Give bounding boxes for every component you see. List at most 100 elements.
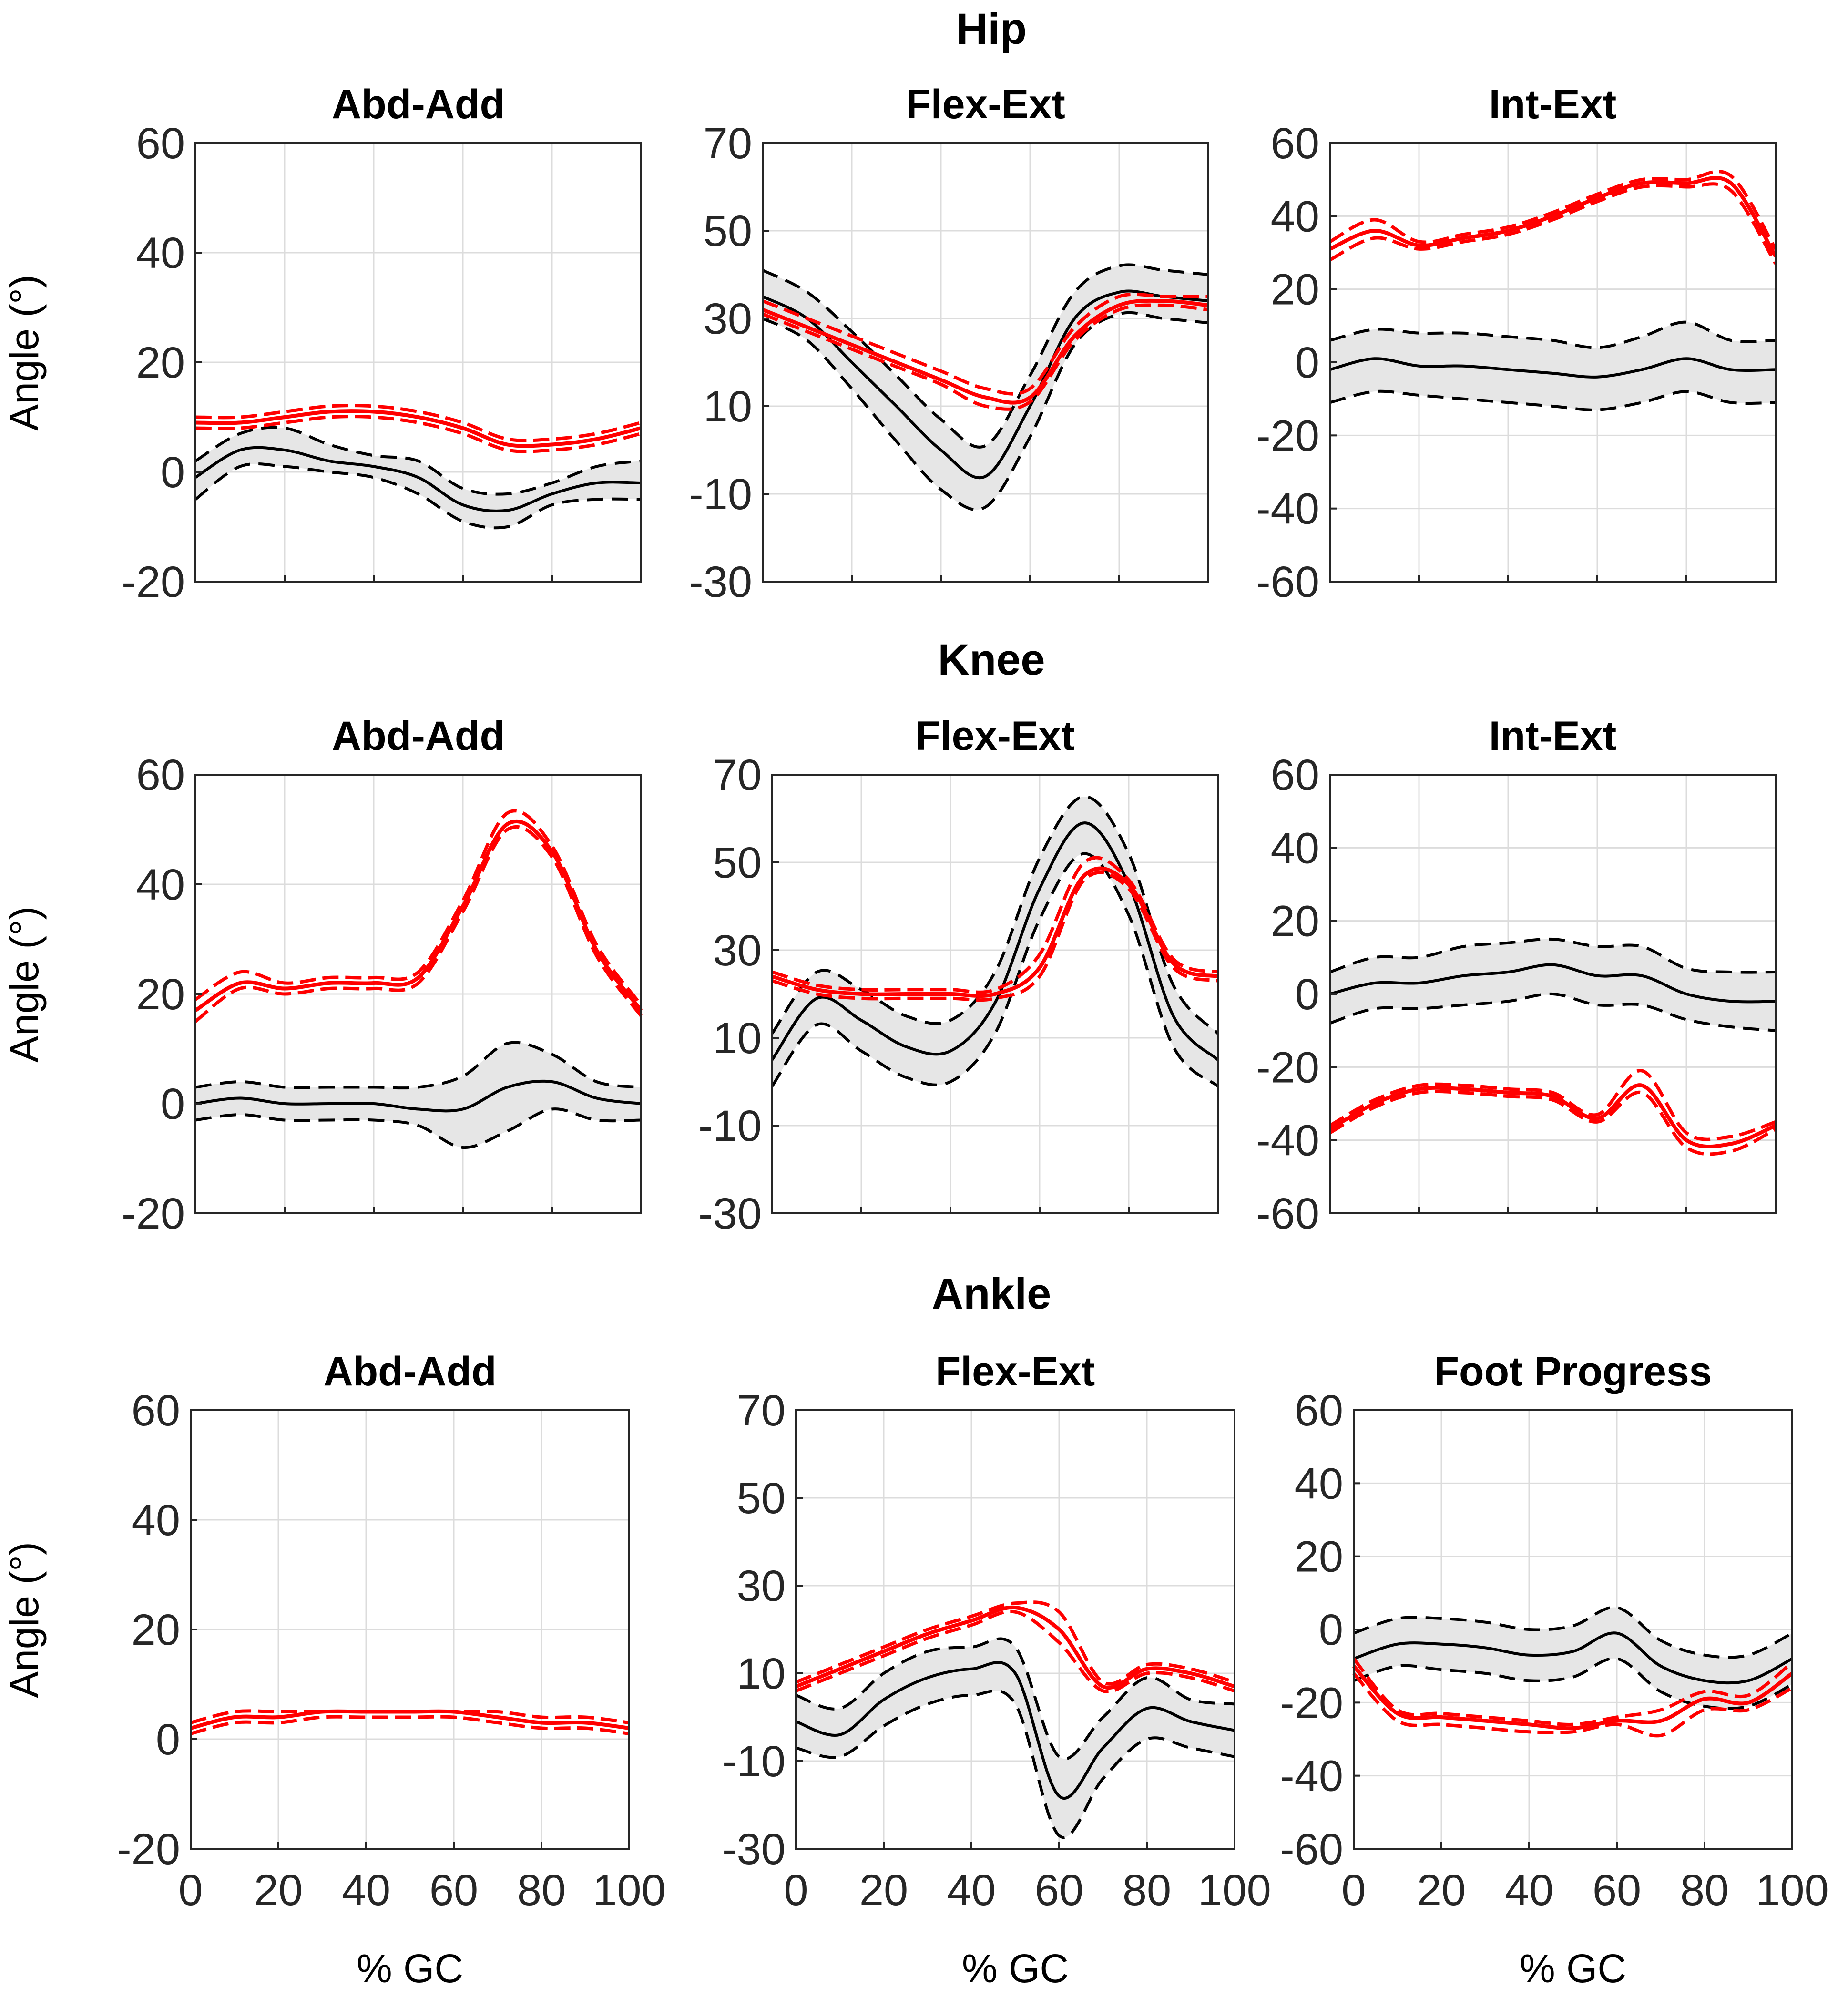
reference-mean-line xyxy=(771,821,1219,1061)
x-tick-label: 100 xyxy=(1198,1866,1271,1915)
subplot-ankle-foot-progress: -60 -40 -20 0 20 40 60 0 20 40 60 80 100 % GC Foot Pro… xyxy=(1280,1349,1829,1991)
patient-mean-line xyxy=(771,866,1219,998)
y-tick-label: 20 xyxy=(132,1606,180,1654)
patient-lower-line xyxy=(795,1609,1235,1693)
y-axis-label: Angle (°) xyxy=(2,1542,47,1698)
y-tick-label: -20 xyxy=(117,1825,180,1874)
y-tick-label: -40 xyxy=(1256,1117,1319,1165)
y-tick-label: 40 xyxy=(136,861,185,909)
reference-sd-band xyxy=(772,796,1218,1086)
patient-upper-line xyxy=(795,1600,1235,1686)
reference-lower-line xyxy=(796,1689,1235,1839)
y-tick-label: -10 xyxy=(698,1102,762,1150)
subplot-hip-int-ext: -60 -40 -20 0 20 40 60 Int-Ext xyxy=(1256,82,1777,606)
patient-mean-line xyxy=(762,298,1209,405)
subplot-grid: -20 0 20 40 60 Angle (°) Abd-Add -30 -10 10 30 50 70… xyxy=(2,82,1829,1991)
y-tick-label: -40 xyxy=(1280,1752,1343,1801)
y-tick-label: 30 xyxy=(713,926,762,975)
reference-mean-line xyxy=(1329,963,1776,1004)
x-tick-label: 60 xyxy=(429,1866,478,1915)
patient-upper-line xyxy=(762,292,1208,396)
x-axis-label: % GC xyxy=(962,1946,1069,1991)
reference-mean-line xyxy=(795,1661,1235,1800)
y-tick-label: 20 xyxy=(136,338,185,387)
reference-upper-line xyxy=(1329,320,1776,349)
patient-lower-line xyxy=(1329,182,1777,265)
y-tick-label: 50 xyxy=(704,207,752,256)
y-tick-label: -60 xyxy=(1280,1825,1343,1874)
y-axis-label: Angle (°) xyxy=(2,906,47,1063)
patient-lower-line xyxy=(190,1715,630,1735)
x-tick-label: 60 xyxy=(1593,1866,1641,1915)
subplot-title: Foot Progress xyxy=(1434,1349,1712,1394)
axes-frame xyxy=(771,774,1219,1214)
reference-mean-line xyxy=(194,446,642,512)
reference-sd-band xyxy=(1354,1607,1792,1709)
subplot-knee-flex-ext: -30 -10 10 30 50 70 Flex-Ext xyxy=(698,713,1219,1238)
x-tick-label: 20 xyxy=(254,1866,303,1915)
x-axis-label: % GC xyxy=(357,1946,463,1991)
x-tick-label: 80 xyxy=(517,1866,566,1915)
reference-mean-line xyxy=(1353,1631,1793,1685)
reference-lower-line xyxy=(771,852,1219,1087)
patient-mean-line xyxy=(1329,176,1777,257)
patient-lower-line xyxy=(195,415,642,453)
reference-lower-line xyxy=(1329,389,1776,411)
reference-upper-line xyxy=(795,1637,1235,1761)
patient-mean-line xyxy=(195,409,642,448)
axes-frame xyxy=(795,1409,1235,1850)
group-title-hip: Hip xyxy=(956,5,1027,53)
axes-frame xyxy=(762,142,1209,583)
reference-sd-band xyxy=(1330,939,1776,1031)
subplot-knee-int-ext: -60 -40 -20 0 20 40 60 Int-Ext xyxy=(1256,713,1777,1238)
y-tick-label: 30 xyxy=(737,1562,786,1610)
y-axis-label: Angle (°) xyxy=(2,275,47,431)
y-tick-label: 0 xyxy=(1295,338,1319,387)
patient-upper-line xyxy=(195,404,642,442)
y-tick-label: -30 xyxy=(722,1825,786,1874)
reference-mean-line xyxy=(762,289,1209,480)
x-axis-label: % GC xyxy=(1520,1946,1626,1991)
y-tick-label: 60 xyxy=(136,751,185,799)
patient-lower-line xyxy=(1352,1672,1793,1738)
x-tick-label: 0 xyxy=(784,1866,808,1915)
y-tick-label: 10 xyxy=(704,382,752,431)
reference-mean-line xyxy=(1329,357,1776,379)
reference-upper-line xyxy=(1329,937,1776,974)
y-tick-label: -20 xyxy=(1256,1043,1319,1092)
reference-sd-band xyxy=(1330,322,1776,410)
y-tick-label: 30 xyxy=(704,295,752,343)
patient-mean-line xyxy=(1329,1083,1777,1148)
patient-lower-line xyxy=(194,825,643,1023)
subplot-title: Abd-Add xyxy=(332,82,505,127)
subplot-title: Int-Ext xyxy=(1489,713,1617,759)
y-tick-label: 60 xyxy=(1271,751,1319,799)
y-tick-label: 20 xyxy=(1271,897,1319,946)
y-tick-label: 70 xyxy=(713,751,762,799)
x-tick-label: 40 xyxy=(1505,1866,1553,1915)
y-tick-label: 50 xyxy=(737,1474,786,1523)
y-tick-label: -10 xyxy=(722,1737,786,1786)
y-tick-label: -60 xyxy=(1256,1189,1319,1238)
patient-mean-line xyxy=(795,1605,1235,1690)
reference-lower-line xyxy=(1329,992,1776,1032)
patient-lower-line xyxy=(1329,1089,1777,1156)
subplot-hip-abd-add: -20 0 20 40 60 Angle (°) Abd-Add xyxy=(2,82,642,606)
patient-mean-line xyxy=(1352,1664,1794,1731)
y-tick-label: -30 xyxy=(689,558,752,606)
x-tick-label: 100 xyxy=(592,1866,666,1915)
y-tick-label: 0 xyxy=(1319,1606,1343,1654)
y-tick-label: 40 xyxy=(1271,192,1319,241)
y-tick-label: 40 xyxy=(1295,1459,1343,1508)
x-tick-label: 60 xyxy=(1035,1866,1083,1915)
patient-upper-line xyxy=(1329,170,1777,250)
subplot-title: Abd-Add xyxy=(324,1349,497,1394)
y-tick-label: 20 xyxy=(136,970,185,1019)
y-tick-label: 0 xyxy=(156,1715,180,1764)
y-tick-label: -40 xyxy=(1256,485,1319,533)
y-tick-label: 40 xyxy=(136,229,185,277)
y-tick-label: -20 xyxy=(1280,1679,1343,1727)
y-tick-label: 60 xyxy=(132,1386,180,1435)
y-tick-label: 20 xyxy=(1271,266,1319,314)
